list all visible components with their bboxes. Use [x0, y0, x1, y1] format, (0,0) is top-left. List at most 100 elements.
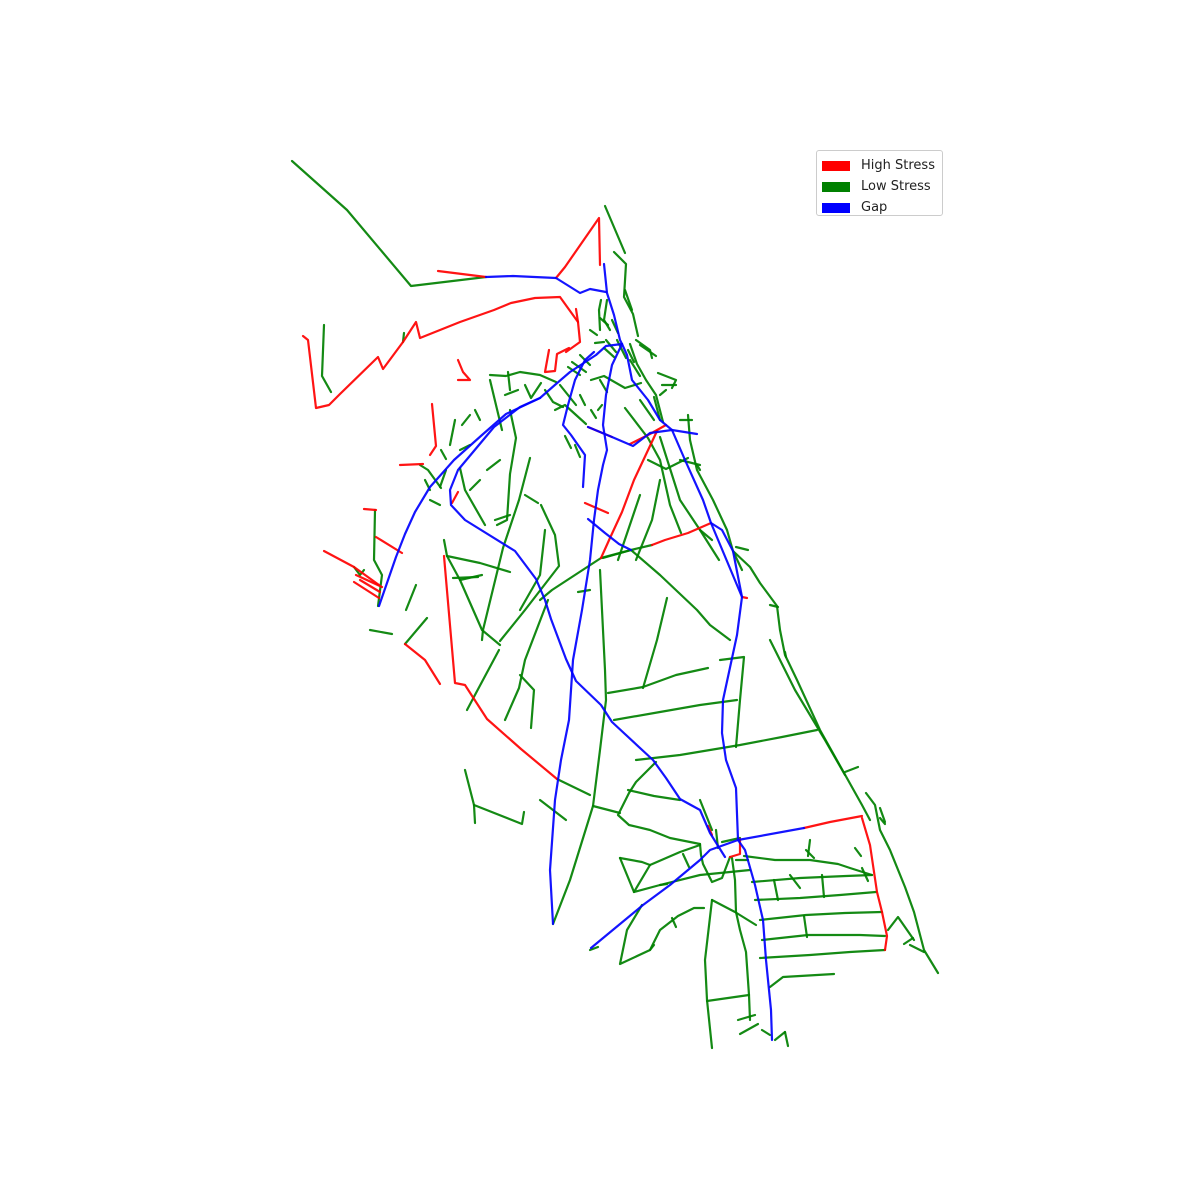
segment-low-137 [641, 596, 669, 690]
segment-gap-11 [448, 342, 727, 859]
segment-low-63 [473, 408, 482, 422]
segment-low-186 [878, 816, 887, 826]
segment-low-59 [460, 413, 472, 427]
segment-low-55 [418, 463, 443, 490]
segment-low-109 [626, 348, 636, 364]
segment-low-146 [698, 842, 732, 884]
segment-low-142 [616, 760, 702, 846]
segment-low-131 [623, 406, 683, 535]
segment-low-179 [853, 846, 863, 858]
segment-low-163 [760, 1028, 772, 1037]
segment-low-46 [372, 508, 384, 608]
segment-low-76 [465, 648, 501, 712]
segment-low-83 [506, 370, 512, 392]
segment-low-127 [783, 650, 788, 659]
segment-gap-17 [736, 826, 806, 842]
segment-low-130 [616, 493, 642, 562]
segment-low-77 [518, 673, 536, 730]
legend-item-low-stress: Low Stress [822, 176, 937, 197]
segment-low-122 [734, 545, 750, 552]
segment-gap-13 [620, 342, 744, 599]
segment-low-174 [758, 948, 887, 960]
segment-low-111 [638, 343, 658, 358]
segment-high-39 [456, 358, 472, 382]
segment-low-123 [731, 549, 872, 822]
segment-low-167 [742, 854, 874, 877]
segment-low-95 [596, 403, 604, 412]
segment-high-33 [358, 578, 382, 594]
segment-low-97 [589, 374, 643, 390]
segment-low-119 [628, 342, 665, 424]
segment-low-70 [495, 408, 518, 527]
segment-low-105 [593, 340, 606, 345]
segment-high-3 [554, 216, 602, 280]
segment-high-41 [860, 816, 889, 952]
segment-low-184 [902, 936, 915, 946]
segment-low-154 [658, 882, 669, 887]
segment-gap-15 [736, 838, 774, 1042]
segment-low-144 [698, 798, 714, 832]
segment-low-166 [768, 972, 836, 989]
segment-high-35 [362, 507, 378, 512]
segment-low-87 [553, 403, 588, 426]
segment-low-177 [820, 873, 826, 899]
segment-low-96 [589, 408, 598, 420]
segment-low-112 [628, 358, 642, 378]
segment-low-106 [602, 346, 616, 359]
segment-low-5 [612, 250, 640, 338]
segment-low-62 [438, 468, 448, 489]
segment-low-157 [670, 916, 678, 929]
segment-low-143 [626, 788, 682, 802]
segment-low-153 [618, 856, 636, 894]
segment-low-162 [738, 1022, 760, 1036]
segment-low-133 [599, 548, 732, 642]
segment-low-176 [788, 873, 802, 890]
segment-high-26 [650, 521, 713, 547]
segment-low-75 [503, 598, 550, 722]
segment-low-172 [758, 910, 884, 922]
segment-low-129 [634, 478, 662, 562]
segment-low-86 [543, 388, 565, 409]
segment-low-151 [648, 843, 702, 867]
segment-high-31 [322, 549, 381, 587]
segment-high-34 [354, 573, 384, 589]
segment-low-91 [558, 383, 578, 407]
segment-low-189 [588, 945, 600, 952]
segment-low-7 [320, 323, 333, 394]
segment-gap-10 [602, 262, 624, 346]
segment-high-42 [802, 814, 864, 830]
segment-low-0 [290, 159, 488, 288]
route-segments [290, 159, 940, 1050]
segment-low-110 [634, 338, 654, 360]
legend-swatch-low-stress [822, 181, 850, 192]
segment-low-54 [451, 575, 480, 580]
legend: High Stress Low Stress Gap [816, 150, 943, 216]
segment-low-84 [503, 388, 520, 397]
legend-swatch-gap [822, 202, 850, 213]
segment-low-58 [448, 418, 457, 447]
segment-high-37 [442, 554, 559, 781]
segment-gap-19 [561, 350, 596, 489]
segment-low-183 [886, 915, 916, 942]
segment-low-99 [602, 298, 612, 332]
legend-item-gap: Gap [822, 197, 937, 218]
segment-low-161 [736, 1013, 757, 1022]
segment-low-49 [404, 583, 418, 612]
segment-low-66 [458, 466, 487, 527]
segment-low-185 [908, 943, 926, 954]
legend-item-high-stress: High Stress [822, 155, 937, 176]
segment-low-124 [768, 638, 847, 777]
segment-gap-16 [589, 838, 740, 950]
segment-low-117 [638, 398, 656, 422]
segment-low-118 [652, 395, 662, 422]
segment-low-103 [597, 298, 603, 332]
segment-low-60 [439, 448, 448, 461]
segment-low-173 [760, 933, 887, 942]
segment-low-165 [773, 1030, 787, 1042]
segment-low-57 [428, 498, 442, 507]
segment-low-100 [598, 316, 610, 327]
segment-low-164 [783, 1030, 790, 1048]
segment-low-89 [573, 443, 582, 459]
segment-low-155 [618, 903, 706, 966]
